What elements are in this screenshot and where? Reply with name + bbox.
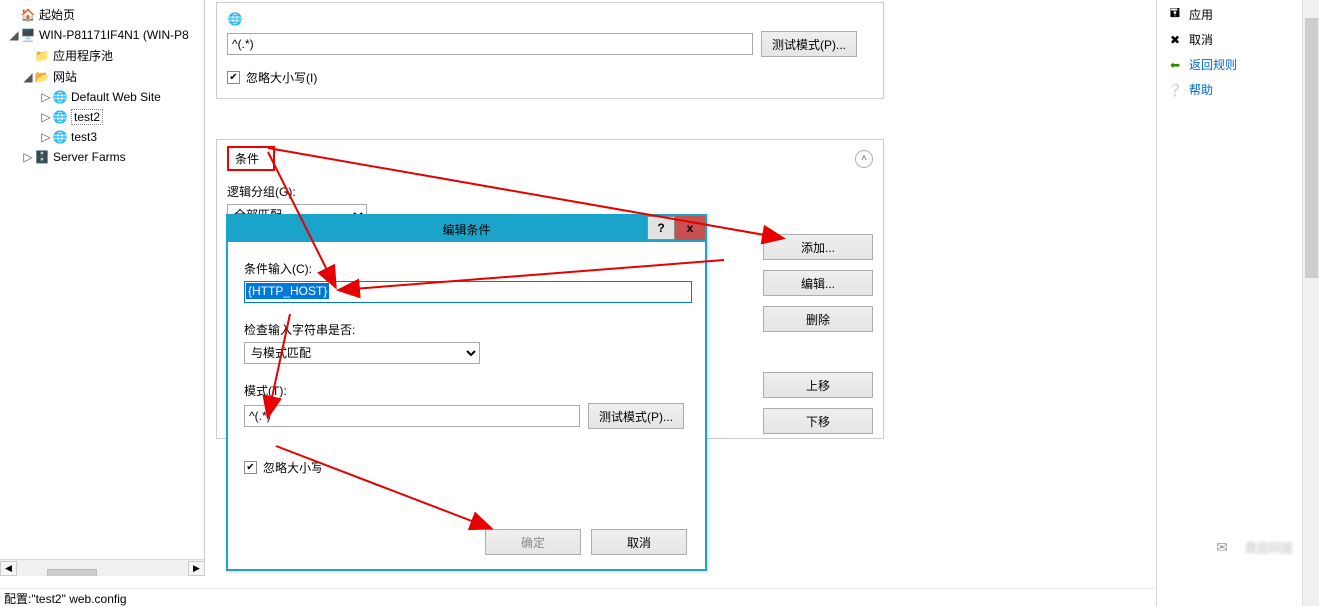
test-pattern-button[interactable]: 测试模式(P)... — [761, 31, 857, 57]
dialog-close-button[interactable]: x — [675, 216, 705, 240]
tree-expander[interactable]: ▷ — [40, 90, 52, 104]
globe-icon: 🌐 — [52, 89, 68, 105]
globe-icon: 🌐 — [52, 109, 68, 125]
scroll-thumb[interactable] — [47, 569, 97, 576]
tree-label: 应用程序池 — [53, 47, 113, 64]
condition-input-label: 条件输入(C): — [244, 260, 689, 277]
ignore-case-checkbox[interactable]: ✔ — [227, 71, 240, 84]
ignore-case-label: 忽略大小写(I) — [246, 69, 317, 86]
edit-condition-button[interactable]: 编辑... — [763, 270, 873, 296]
action-label: 取消 — [1189, 31, 1213, 48]
server-icon: 🖥️ — [20, 27, 36, 43]
actions-scrollbar[interactable] — [1302, 0, 1319, 606]
tree-item-server-farms[interactable]: ▷ 🗄️ Server Farms — [2, 147, 202, 167]
tree-label: Default Web Site — [71, 90, 161, 104]
back-arrow-icon: ⬅ — [1167, 57, 1183, 73]
pattern-input[interactable] — [227, 33, 753, 55]
tree-horizontal-scrollbar[interactable]: ◀ ▶ — [0, 559, 205, 576]
tree-expander[interactable]: ▷ — [22, 150, 34, 164]
dialog-help-button[interactable]: ? — [647, 216, 675, 240]
pattern-label: 模式(T): — [244, 382, 689, 399]
modal-ignore-case-label: 忽略大小写 — [263, 459, 323, 476]
status-text: 配置:"test2" web.config — [4, 592, 127, 606]
conditions-side-buttons: 添加... 编辑... 删除 上移 下移 — [763, 234, 873, 434]
test-pattern-button[interactable]: 测试模式(P)... — [588, 403, 684, 429]
apply-icon: 🖬 — [1167, 7, 1183, 23]
cancel-button[interactable]: 取消 — [591, 529, 687, 555]
cancel-icon: ✖ — [1167, 32, 1183, 48]
check-string-label: 检查输入字符串是否: — [244, 321, 689, 338]
collapse-button[interactable]: ˄ — [855, 150, 873, 168]
action-label: 返回规则 — [1189, 56, 1237, 73]
dialog-titlebar[interactable]: 编辑条件 ? x — [228, 216, 705, 242]
add-condition-button[interactable]: 添加... — [763, 234, 873, 260]
action-apply[interactable]: 🖬 应用 — [1161, 2, 1315, 27]
delete-condition-button[interactable]: 删除 — [763, 306, 873, 332]
globe-icon: 🌐 — [52, 129, 68, 145]
condition-pattern-input[interactable] — [244, 405, 580, 427]
modal-ignore-case-checkbox[interactable]: ✔ — [244, 461, 257, 474]
sites-icon: 📂 — [34, 69, 50, 85]
tree-label: test3 — [71, 130, 97, 144]
tree-label: 起始页 — [39, 6, 75, 23]
tree-expander[interactable]: ◢ — [8, 28, 20, 42]
action-help[interactable]: ❔ 帮助 — [1161, 77, 1315, 102]
app-pools-icon: 📁 — [34, 48, 50, 64]
help-icon: ❔ — [1167, 82, 1183, 98]
tree-item-server[interactable]: ◢ 🖥️ WIN-P81171IF4N1 (WIN-P8 — [2, 25, 202, 45]
action-cancel[interactable]: ✖ 取消 — [1161, 27, 1315, 52]
tree-label: test2 — [71, 109, 103, 125]
connections-tree-panel: 🏠 起始页 ◢ 🖥️ WIN-P81171IF4N1 (WIN-P8 📁 应用程… — [0, 0, 205, 576]
server-farms-icon: 🗄️ — [34, 149, 50, 165]
action-label: 帮助 — [1189, 81, 1213, 98]
tree-item-test2[interactable]: ▷ 🌐 test2 — [2, 107, 202, 127]
home-icon: 🏠 — [20, 7, 36, 23]
tree-item-sites[interactable]: ◢ 📂 网站 — [2, 66, 202, 87]
move-down-button[interactable]: 下移 — [763, 408, 873, 434]
action-label: 应用 — [1189, 6, 1213, 23]
tree-item-start-page[interactable]: 🏠 起始页 — [2, 4, 202, 25]
tree-label: WIN-P81171IF4N1 (WIN-P8 — [39, 28, 189, 42]
logic-group-label: 逻辑分组(G): — [227, 183, 873, 200]
scroll-right-button[interactable]: ▶ — [188, 561, 205, 576]
dialog-title: 编辑条件 — [442, 221, 490, 238]
actions-panel: 🖬 应用 ✖ 取消 ⬅ 返回规则 ❔ 帮助 — [1156, 0, 1319, 606]
conditions-title: 条件 — [227, 146, 275, 171]
tree-expander[interactable]: ▷ — [40, 110, 52, 124]
condition-input-field[interactable]: {HTTP_HOST} — [244, 281, 692, 303]
move-up-button[interactable]: 上移 — [763, 372, 873, 398]
check-type-select[interactable]: 与模式匹配 — [244, 342, 480, 364]
globe-icon: 🌐 — [227, 11, 243, 27]
tree-label: 网站 — [53, 68, 77, 85]
connections-tree: 🏠 起始页 ◢ 🖥️ WIN-P81171IF4N1 (WIN-P8 📁 应用程… — [0, 0, 204, 171]
match-url-group: 🌐 测试模式(P)... ✔ 忽略大小写(I) — [216, 2, 884, 99]
scroll-thumb[interactable] — [1305, 18, 1318, 278]
condition-input-value: {HTTP_HOST} — [246, 283, 329, 299]
tree-expander[interactable]: ◢ — [22, 70, 34, 84]
ok-button[interactable]: 确定 — [485, 529, 581, 555]
scroll-left-button[interactable]: ◀ — [0, 561, 17, 576]
tree-item-default-site[interactable]: ▷ 🌐 Default Web Site — [2, 87, 202, 107]
tree-label: Server Farms — [53, 150, 126, 164]
status-bar: 配置:"test2" web.config — [0, 588, 1156, 606]
tree-item-app-pools[interactable]: 📁 应用程序池 — [2, 45, 202, 66]
action-back-to-rules[interactable]: ⬅ 返回规则 — [1161, 52, 1315, 77]
tree-item-test3[interactable]: ▷ 🌐 test3 — [2, 127, 202, 147]
tree-expander[interactable]: ▷ — [40, 130, 52, 144]
ignore-case-row: ✔ 忽略大小写(I) — [227, 69, 873, 86]
edit-condition-dialog: 编辑条件 ? x 条件输入(C): {HTTP_HOST} 检查输入字符串是否:… — [226, 214, 707, 571]
